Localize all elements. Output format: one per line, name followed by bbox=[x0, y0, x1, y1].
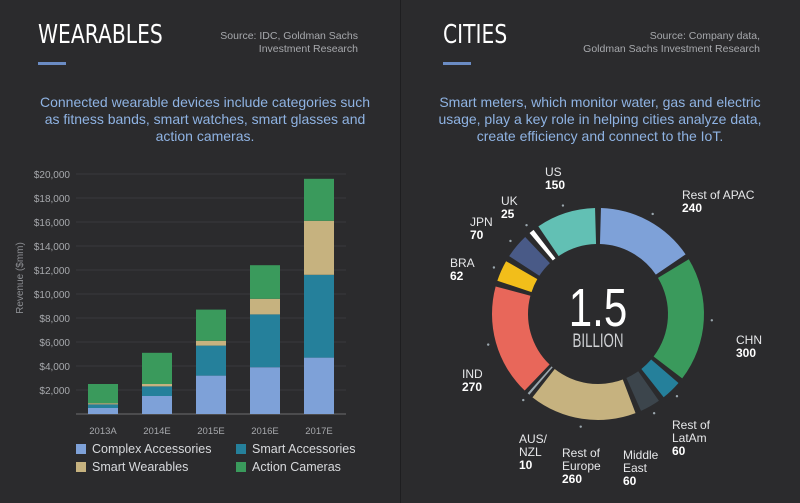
wearables-title: WEARABLES bbox=[38, 20, 163, 50]
legend-swatch bbox=[236, 462, 246, 472]
cities-description-line: Smart meters, which monitor water, gas a… bbox=[439, 94, 761, 110]
bar-segment bbox=[304, 220, 334, 275]
y-tick-label: $2,000 bbox=[39, 386, 70, 397]
wearables-description-line: action cameras. bbox=[155, 128, 255, 144]
y-tick-label: $10,000 bbox=[34, 290, 71, 301]
wearables-source-line: Investment Research bbox=[258, 43, 358, 55]
wearables-panel: WEARABLES Source: IDC, Goldman Sachs Inv… bbox=[15, 20, 370, 474]
wearables-source: Source: IDC, Goldman Sachs Investment Re… bbox=[220, 30, 358, 56]
wearables-bar-chart: $2,000 $4,000 $6,000 $8,000 $10,000 $12,000 $1… bbox=[15, 170, 356, 474]
legend-swatch bbox=[76, 444, 86, 454]
bar-segment bbox=[196, 375, 226, 414]
wearables-source-line: Source: IDC, Goldman Sachs bbox=[220, 30, 358, 42]
bar-segment bbox=[88, 403, 118, 405]
bar-segment bbox=[196, 340, 226, 346]
bar-segment bbox=[250, 367, 280, 414]
legend-label: Smart Accessories bbox=[252, 442, 356, 456]
bar-segment bbox=[196, 345, 226, 376]
cities-source: Source: Company data, Goldman Sachs Inve… bbox=[583, 30, 760, 56]
bar-segment bbox=[304, 357, 334, 414]
bar-segment bbox=[142, 386, 172, 396]
y-tick-label: $18,000 bbox=[34, 194, 71, 205]
bar-segment bbox=[196, 309, 226, 341]
y-tick-label: $14,000 bbox=[34, 242, 71, 253]
legend-label: Action Cameras bbox=[252, 460, 341, 474]
cities-description-line: usage, play a key role in helping cities… bbox=[438, 111, 762, 127]
x-tick-label: 2015E bbox=[197, 426, 224, 437]
x-tick-label: 2016E bbox=[251, 426, 278, 437]
y-tick-label: $12,000 bbox=[34, 266, 71, 277]
bar-segment bbox=[88, 384, 118, 404]
x-tick-label: 2017E bbox=[305, 426, 332, 437]
cities-source-line: Source: Company data, bbox=[649, 30, 760, 42]
bar-segment bbox=[142, 352, 172, 384]
y-tick-label: $4,000 bbox=[39, 362, 70, 373]
bar-segment bbox=[250, 298, 280, 315]
bar-segment bbox=[88, 404, 118, 408]
panel-divider bbox=[400, 0, 401, 503]
y-axis-label: Revenue ($mm) bbox=[15, 242, 26, 314]
wearables-title-underline bbox=[38, 62, 66, 65]
bar-segment bbox=[250, 314, 280, 368]
bar-segment bbox=[304, 178, 334, 221]
wearables-description-line: Connected wearable devices include categ… bbox=[40, 94, 370, 110]
legend-swatch bbox=[76, 462, 86, 472]
bar-segment bbox=[88, 408, 118, 414]
x-tick-label: 2014E bbox=[143, 426, 170, 437]
cities-title: CITIES bbox=[443, 20, 508, 50]
bar-segment bbox=[142, 384, 172, 387]
legend-swatch bbox=[236, 444, 246, 454]
cities-description-line: create efficiency and connect to the IoT… bbox=[476, 128, 724, 144]
bar-segment bbox=[250, 265, 280, 299]
bar-segment bbox=[142, 396, 172, 414]
wearables-description: Connected wearable devices include categ… bbox=[0, 94, 410, 145]
wearables-description-line: as fitness bands, smart watches, smart g… bbox=[44, 111, 366, 127]
cities-source-line: Goldman Sachs Investment Research bbox=[583, 43, 760, 55]
legend-label: Complex Accessories bbox=[92, 442, 212, 456]
y-tick-label: $6,000 bbox=[39, 338, 70, 349]
y-tick-label: $8,000 bbox=[39, 314, 70, 325]
y-tick-label: $20,000 bbox=[34, 170, 71, 181]
cities-panel: CITIES Source: Company data, Goldman Sac… bbox=[401, 0, 800, 503]
x-tick-label: 2013A bbox=[89, 426, 117, 437]
legend-label: Smart Wearables bbox=[92, 460, 188, 474]
cities-description: Smart meters, which monitor water, gas a… bbox=[395, 94, 800, 145]
bar-segment bbox=[304, 274, 334, 358]
cities-title-underline bbox=[443, 62, 471, 65]
y-tick-label: $16,000 bbox=[34, 218, 71, 229]
